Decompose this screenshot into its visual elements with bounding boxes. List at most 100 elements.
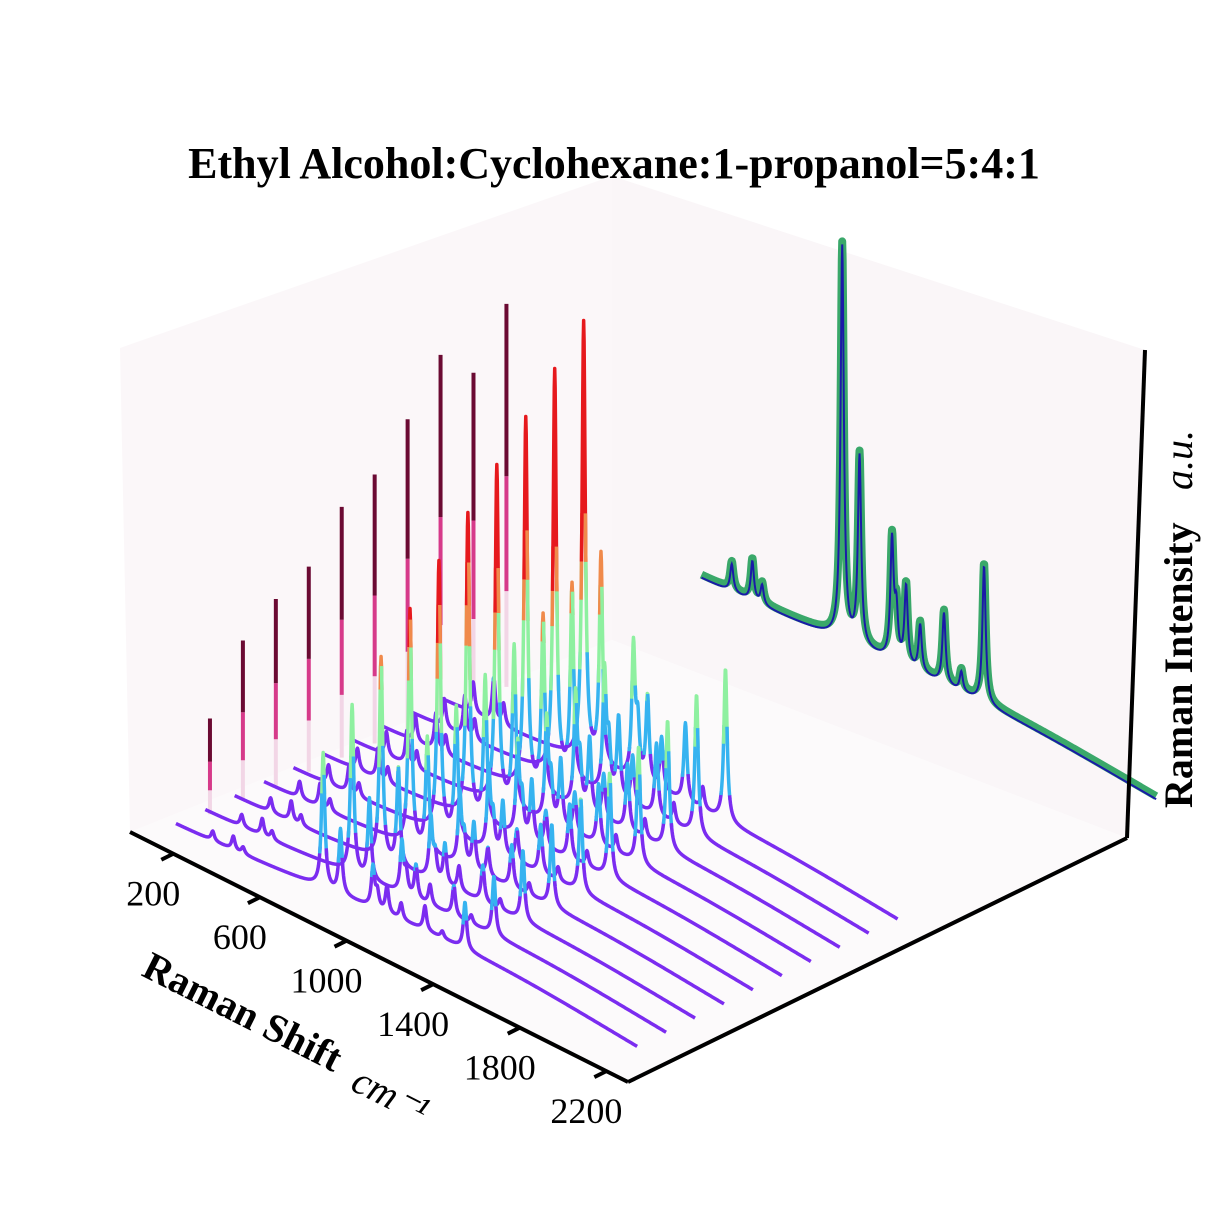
spectrum-line-2 (402, 861, 418, 890)
z-axis-label-unit: a.u. (1156, 430, 1201, 490)
spectrum-line-8 (580, 776, 589, 793)
z-axis-label-text: Raman Intensity (1156, 522, 1201, 808)
spectrum-line-8 (623, 761, 632, 808)
spectrum-line-1 (461, 900, 469, 927)
spectrum-line-9 (604, 694, 614, 769)
spectrum-line-8 (664, 719, 671, 770)
spectrum-line-5 (536, 822, 545, 853)
spectrum-line-9 (628, 753, 637, 784)
spectrum-line-9 (556, 674, 564, 744)
spectrum-line-2 (489, 874, 499, 913)
spectrum-line-2 (204, 807, 351, 867)
spectrum-line-6 (481, 672, 489, 740)
spectrum-line-6 (522, 806, 532, 825)
spectrum-line-6 (611, 851, 784, 978)
spectrum-line-6 (468, 706, 476, 787)
spectrum-line-8 (600, 771, 608, 795)
spectrum-line-10 (585, 652, 594, 730)
spectrum-line-5 (492, 818, 503, 841)
spectrum-line-7 (635, 745, 642, 792)
spectrum-line-5 (292, 762, 436, 822)
spectrum-line-7 (493, 462, 501, 614)
x-tick-mark (506, 1025, 521, 1036)
spectra-lines (174, 318, 899, 1048)
spectrum-line-2 (494, 906, 668, 1034)
x-tick-label: 1400 (377, 1004, 449, 1044)
spectrum-line-5 (439, 732, 447, 802)
spectrum-line-7 (551, 793, 561, 809)
spectrum-line-4 (262, 779, 408, 837)
spectrum-line-2 (365, 795, 374, 851)
spectrum-line-6 (527, 777, 536, 817)
spectrum-line-6 (471, 782, 484, 802)
spectrum-line-9 (698, 806, 870, 935)
spectrum-line-7 (545, 726, 556, 799)
spectrum-line-5 (581, 863, 755, 992)
spectrum-line-1 (336, 826, 345, 866)
x-tick-mark (333, 938, 348, 949)
y-axis-line (627, 836, 1128, 1084)
average-spectrum (697, 237, 1160, 801)
spectrum-line-6 (565, 802, 574, 836)
spectrum-line-1 (369, 862, 377, 880)
spectrum-line-7 (594, 781, 603, 824)
spectrum-line-9 (550, 366, 559, 592)
spectrum-line-8 (574, 703, 585, 782)
spectrum-line-10 (680, 720, 691, 780)
spectrum-line-4 (470, 819, 478, 846)
spectrum-line-8 (527, 678, 535, 759)
chart-title: Ethyl Alcohol:Cyclohexane:1-propanol=5:4… (188, 139, 1040, 188)
spectrum-line-8 (666, 751, 674, 829)
spectrum-line-4 (486, 846, 513, 883)
spectrum-line-5 (450, 725, 458, 805)
spectrum-line-10 (727, 795, 899, 921)
spectrum-line-1 (372, 874, 466, 945)
average-spectrum-band (697, 237, 1160, 800)
spectrum-line-7 (510, 641, 518, 717)
x-tick-mark (593, 1069, 608, 1079)
spectrum-line-7 (489, 701, 496, 768)
spectrum-line-9 (613, 713, 624, 776)
spectrum-line-3 (233, 793, 379, 852)
spectrum-line-9 (693, 694, 700, 749)
spectrum-line-2 (414, 867, 456, 912)
spectrum-line-4 (546, 823, 557, 887)
spectrum-line-9 (690, 726, 698, 812)
spectrum-line-2 (348, 702, 356, 780)
spectrum-line-9 (559, 740, 570, 753)
spectrum-line-9 (695, 728, 703, 812)
spectrum-line-5 (432, 708, 439, 795)
spectrum-line-3 (433, 847, 446, 874)
x-tick-label: 2200 (550, 1091, 622, 1131)
spectrum-line-3 (426, 811, 438, 852)
spectrum-line-8 (661, 750, 669, 824)
spectrum-line-9 (565, 665, 573, 746)
spectrum-line-7 (571, 790, 579, 811)
spectrum-line-4 (413, 810, 427, 835)
back-right-pane (612, 176, 1145, 838)
spectrum-line-9 (609, 764, 618, 776)
spectrum-line-9 (652, 741, 662, 796)
spectrum-line-10 (725, 726, 732, 801)
spectrum-line-5 (498, 798, 507, 834)
x-tick-mark (160, 851, 175, 862)
x-axis-label-unit: cm⁻¹ (345, 1057, 436, 1133)
spectrum-line-8 (584, 734, 595, 788)
spectrum-line-4 (410, 738, 417, 816)
spectrum-line-3 (383, 824, 398, 852)
spectrum-line-7 (498, 702, 506, 773)
spectrum-line-7 (501, 768, 512, 786)
spectrum-line-3 (396, 766, 404, 838)
spectrum-line-7 (507, 692, 515, 777)
spectrum-line-3 (523, 893, 697, 1020)
spectrum-line-3 (481, 871, 523, 915)
x-tick-label: 200 (126, 874, 180, 914)
spectrum-line-8 (569, 707, 577, 781)
spectrum-line-10 (719, 725, 726, 796)
spectrum-line-1 (174, 821, 322, 881)
spectrum-line-8 (517, 677, 525, 751)
spectrum-line-10 (721, 668, 730, 746)
x-tick-label: 1000 (291, 961, 363, 1001)
x-tick-mark (247, 895, 261, 906)
